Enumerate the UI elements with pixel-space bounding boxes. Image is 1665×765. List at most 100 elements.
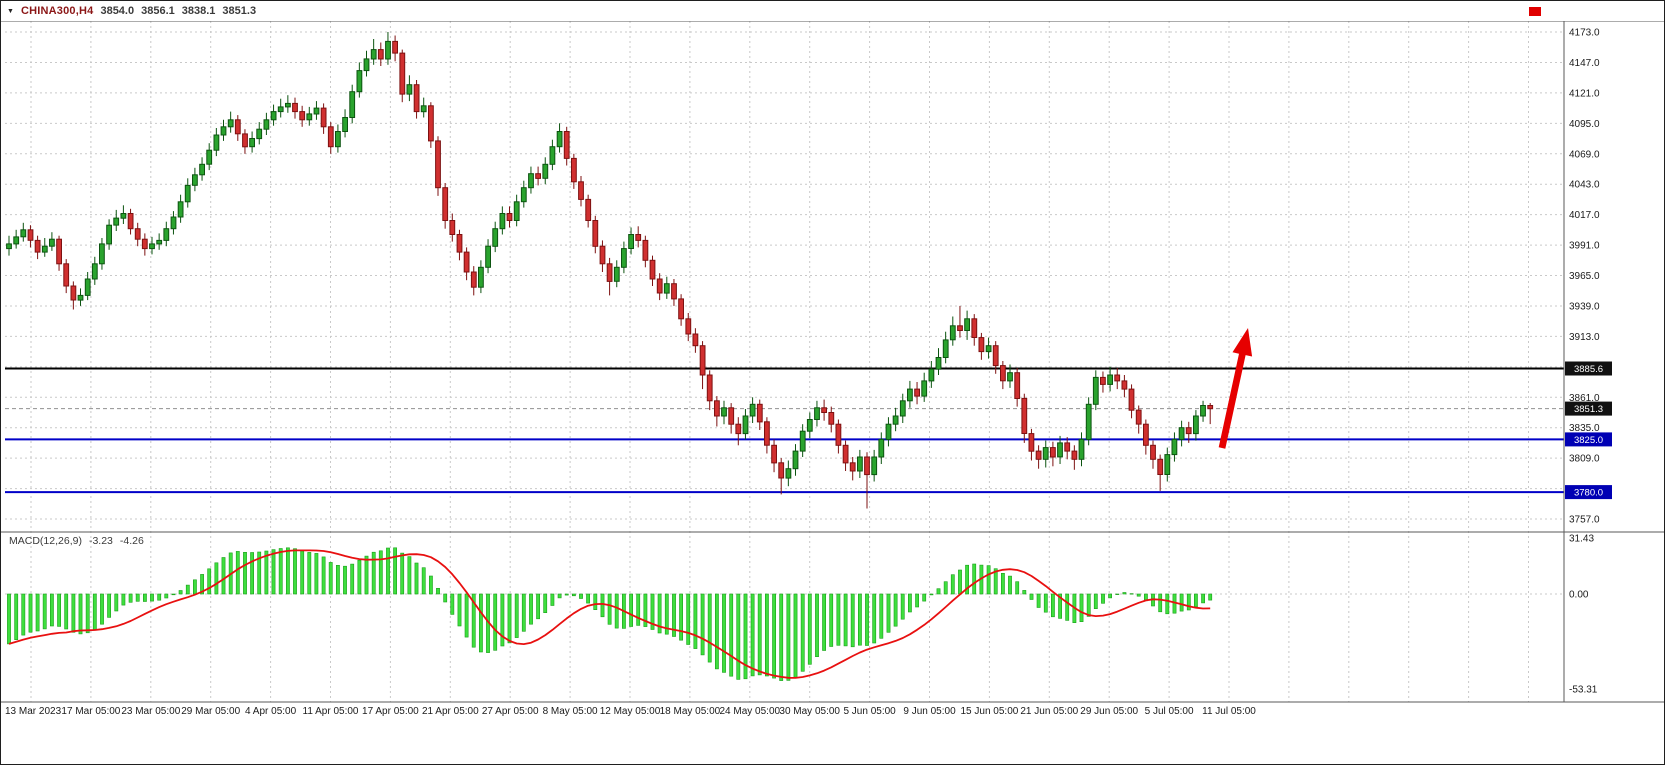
- macd-bar: [150, 593, 154, 602]
- candle-body: [778, 462, 785, 479]
- candle-body: [292, 102, 298, 113]
- candle-body: [799, 430, 806, 452]
- macd-bar: [457, 593, 462, 627]
- macd-bar: [1051, 593, 1055, 618]
- candle-body: [206, 149, 213, 165]
- candle-body: [84, 278, 91, 296]
- macd-bar: [278, 548, 283, 595]
- macd-bar: [35, 593, 40, 632]
- candle-body: [91, 263, 98, 280]
- candle-body: [49, 238, 55, 247]
- candle-body: [106, 224, 112, 245]
- candle-body: [556, 131, 563, 148]
- candle-body: [964, 318, 971, 331]
- candle-body: [377, 49, 384, 60]
- candle-body: [628, 234, 635, 249]
- macd-bar: [757, 593, 762, 676]
- candle-body: [1100, 376, 1106, 385]
- candle-body: [1050, 447, 1056, 458]
- macd-indicator-label: MACD(12,26,9) -3.23 -4.26: [9, 535, 144, 547]
- candle-body: [63, 263, 70, 287]
- macd-bar: [1079, 593, 1084, 623]
- price-axis-label: 4043.0: [1569, 180, 1600, 191]
- candle-body: [742, 415, 749, 435]
- macd-axis-label: 0.00: [1569, 590, 1589, 601]
- macd-bar: [207, 568, 212, 595]
- candle-body: [914, 388, 921, 397]
- candle-body: [921, 380, 928, 397]
- macd-bar: [421, 567, 426, 595]
- macd-bar: [786, 593, 791, 681]
- macd-bar: [600, 593, 605, 618]
- time-axis-label: 5 Jun 05:00: [843, 706, 896, 717]
- macd-bar: [185, 584, 190, 595]
- macd-bar: [722, 593, 726, 673]
- candle-body: [1021, 397, 1028, 434]
- candle-body: [70, 285, 77, 301]
- up-arrow-annotation[interactable]: [1218, 328, 1253, 449]
- macd-main-value: -3.23: [88, 535, 113, 547]
- candle-body: [234, 119, 241, 135]
- macd-bar: [350, 563, 355, 595]
- candle-body: [192, 174, 198, 186]
- price-badge-3780.0: [1565, 485, 1612, 500]
- candle-body: [41, 245, 48, 253]
- macd-bar: [57, 593, 62, 627]
- candle-body: [885, 423, 892, 440]
- macd-bar: [521, 593, 526, 632]
- candle-body: [435, 140, 441, 189]
- candle-body: [978, 337, 985, 353]
- chart-title-bar: ▼ CHINA300,H4 3854.0 3856.1 3838.1 3851.…: [1, 1, 1664, 21]
- macd-bar: [135, 593, 140, 602]
- price-badge-label: 3851.3: [1574, 404, 1603, 415]
- macd-bar: [743, 593, 748, 680]
- macd-bar: [614, 593, 619, 629]
- candle-body: [1121, 380, 1128, 390]
- candle-body: [599, 245, 606, 265]
- candle-body: [449, 220, 456, 235]
- candle-body: [213, 134, 220, 151]
- candle-body: [1164, 454, 1171, 476]
- candle-body: [134, 228, 141, 240]
- macd-bar: [314, 553, 319, 595]
- candle-body: [270, 111, 277, 121]
- macd-name: MACD(12,26,9): [9, 535, 82, 547]
- macd-bar: [958, 569, 962, 595]
- candle-body: [535, 173, 542, 179]
- price-badge-3885.6: [1565, 361, 1612, 376]
- macd-bar: [993, 568, 998, 595]
- price-badge-label: 3885.6: [1574, 364, 1603, 375]
- candle-body: [1185, 427, 1192, 435]
- macd-signal-line: [8, 549, 1211, 679]
- macd-bar: [500, 593, 505, 647]
- candle-body: [463, 251, 470, 273]
- macd-bar: [943, 581, 948, 595]
- candle-body: [127, 213, 134, 230]
- macd-bar: [378, 550, 383, 595]
- macd-bar: [471, 593, 476, 648]
- macd-bar: [936, 588, 941, 595]
- macd-bar: [865, 593, 869, 646]
- candle-body: [814, 407, 820, 420]
- candle-body: [1028, 433, 1035, 452]
- symbol-dropdown-icon[interactable]: ▼: [7, 7, 14, 15]
- time-axis-label: 21 Apr 05:00: [422, 706, 479, 717]
- macd-bar: [1179, 593, 1184, 612]
- macd-bar: [1136, 593, 1141, 597]
- macd-bar: [736, 593, 741, 680]
- macd-bar: [128, 593, 133, 603]
- macd-bar: [85, 593, 90, 634]
- macd-bar: [836, 593, 841, 646]
- candle-body: [242, 133, 248, 148]
- candle-body: [149, 243, 155, 250]
- candle-body: [299, 111, 306, 121]
- macd-axis-label: 31.43: [1569, 534, 1594, 545]
- macd-bar: [843, 593, 848, 647]
- macd-bar: [564, 593, 569, 596]
- macd-bar: [586, 593, 591, 604]
- candle-body: [1014, 372, 1021, 400]
- time-axis-label: 11 Jul 05:00: [1202, 706, 1256, 717]
- candle-body: [992, 345, 999, 367]
